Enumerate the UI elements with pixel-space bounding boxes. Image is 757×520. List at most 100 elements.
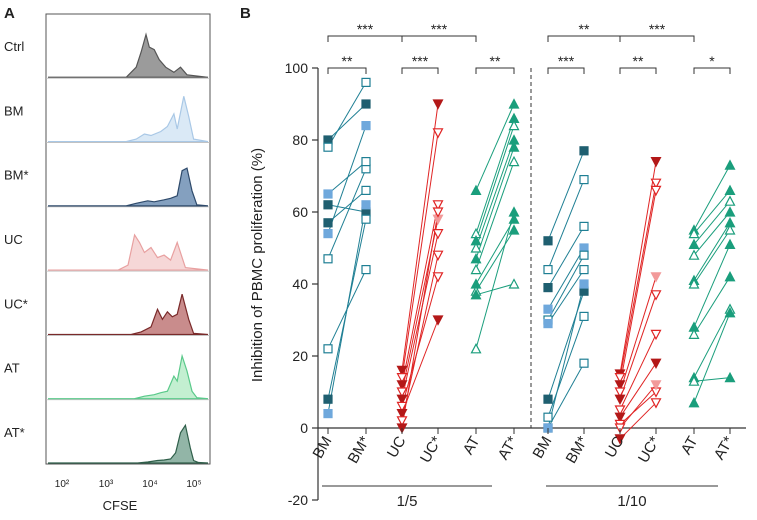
significance-brackets: *** ***** *** **** ****** ** * [327, 21, 731, 74]
cfse-tick-label: 10⁴ [142, 479, 157, 490]
bm-point [361, 214, 371, 224]
uc-point [650, 272, 662, 283]
at-point [470, 343, 482, 354]
significance-stars: ** [579, 21, 590, 37]
uc-point [650, 358, 662, 369]
histogram-row-label: BM* [4, 168, 29, 183]
panel-a-histograms: A Ctrl BM BM* UC UC* AT AT* 10² 10³ 10⁴ 10⁵ CFSE [4, 5, 211, 513]
uc-point [396, 394, 408, 405]
paired-line [547, 283, 585, 429]
paired-line [327, 168, 367, 259]
bm-point [579, 250, 589, 260]
bm-point [361, 265, 371, 275]
at-point [688, 328, 700, 339]
at-point [724, 271, 736, 282]
paired-line [547, 269, 585, 324]
uc-point [396, 401, 408, 413]
histogram-row-label: AT [4, 361, 20, 376]
paired-line [547, 226, 585, 288]
paired-line [547, 179, 585, 270]
bm-point [543, 319, 553, 329]
histogram-row-label: UC [4, 232, 23, 247]
bm-point [323, 344, 333, 354]
paired-line [475, 218, 515, 285]
at-point [508, 224, 520, 235]
panel-b-label: B [240, 5, 251, 22]
histogram-curve [48, 294, 209, 336]
x-category-label: AT [678, 434, 702, 458]
significance-bracket [547, 67, 585, 74]
paired-line [693, 308, 731, 378]
at-point [470, 242, 482, 253]
significance-bracket [619, 35, 695, 42]
uc-point [650, 157, 662, 168]
x-category-label: BM [309, 434, 335, 462]
cfse-tick-label: 10² [55, 479, 70, 490]
paired-line [693, 229, 731, 285]
x-category-labels: BM BM* UC UC* AT AT* BM BM* UC UC* AT AT* [309, 428, 738, 467]
uc-point [432, 99, 444, 110]
significance-bracket [693, 67, 731, 74]
bm-point [543, 283, 553, 293]
at-point [688, 278, 700, 289]
paired-line [547, 150, 585, 241]
paired-line [327, 190, 367, 224]
at-point [688, 397, 700, 408]
uc-point [614, 373, 626, 384]
significance-stars: ** [633, 53, 644, 69]
y-tick-label: 80 [292, 132, 308, 148]
bm-point [323, 394, 333, 404]
at-point [470, 184, 482, 195]
uc-point [432, 229, 444, 240]
uc-point [432, 315, 444, 326]
x-category-label: UC* [635, 433, 664, 465]
data-points [323, 77, 736, 445]
significance-bracket [327, 67, 367, 74]
paired-line [619, 384, 657, 429]
bm-point [579, 311, 589, 321]
bm-point [323, 142, 333, 152]
paired-line [475, 283, 515, 296]
significance-stars: *** [357, 21, 374, 37]
paired-line [693, 190, 731, 234]
y-tick-label: 60 [292, 204, 308, 220]
uc-point [396, 387, 408, 398]
histogram-row-label: UC* [4, 296, 28, 311]
panel-a-label: A [4, 5, 15, 22]
cfse-axis-label: CFSE [103, 498, 138, 513]
paired-line [475, 229, 515, 292]
at-point [508, 278, 520, 289]
paired-line [547, 247, 585, 310]
bm-point [579, 175, 589, 185]
paired-line [401, 319, 439, 414]
paired-line [693, 164, 731, 231]
uc-point [614, 412, 626, 423]
bm-point [361, 157, 371, 167]
paired-line [547, 362, 585, 429]
paired-line [475, 103, 515, 191]
group-label: 1/10 [617, 493, 646, 510]
significance-stars: *** [558, 53, 575, 69]
uc-point [396, 409, 408, 420]
paired-line [327, 204, 367, 213]
group-label: 1/5 [397, 493, 418, 510]
uc-point [650, 290, 662, 301]
paired-lines [327, 82, 731, 440]
bm-point [543, 394, 553, 404]
paired-line [693, 244, 731, 328]
bm-point [543, 265, 553, 275]
bm-point [323, 409, 333, 419]
bm-point [323, 218, 333, 228]
at-point [470, 263, 482, 275]
uc-point [650, 329, 662, 341]
paired-line [475, 161, 515, 270]
x-category-label: UC [384, 433, 410, 460]
uc-point [650, 380, 662, 391]
y-tick-label: 40 [292, 276, 308, 292]
panel-a-frame [45, 13, 211, 465]
paired-line [619, 276, 657, 393]
at-point [724, 206, 736, 217]
bm-point [361, 200, 371, 210]
paired-line [693, 312, 731, 403]
paired-line [327, 103, 367, 141]
